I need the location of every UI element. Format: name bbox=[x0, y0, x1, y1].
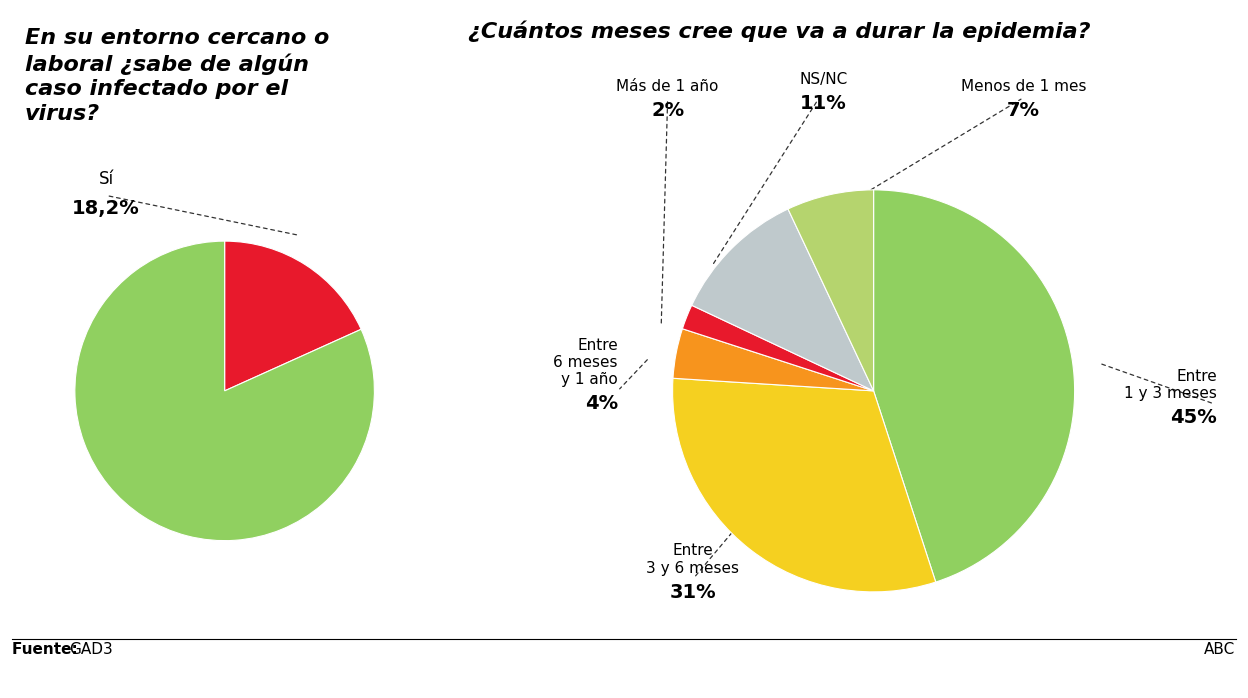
Text: ¿Cuántos meses cree que va a durar la epidemia?: ¿Cuántos meses cree que va a durar la ep… bbox=[468, 21, 1091, 43]
Wedge shape bbox=[225, 241, 361, 391]
Text: Fuente:: Fuente: bbox=[12, 642, 84, 657]
Text: 4%: 4% bbox=[584, 394, 618, 413]
Wedge shape bbox=[874, 190, 1075, 582]
Wedge shape bbox=[691, 209, 874, 391]
Text: 31%: 31% bbox=[669, 583, 716, 602]
Text: Entre
1 y 3 meses: Entre 1 y 3 meses bbox=[1124, 369, 1217, 401]
Text: Sí: Sí bbox=[99, 170, 114, 188]
Wedge shape bbox=[683, 305, 874, 391]
Text: En su entorno cercano o
laboral ¿sabe de algún
caso infectado por el
virus?: En su entorno cercano o laboral ¿sabe de… bbox=[25, 28, 329, 124]
Text: No: No bbox=[178, 429, 207, 448]
Text: 18,2%: 18,2% bbox=[72, 199, 140, 218]
Wedge shape bbox=[673, 378, 936, 592]
Text: GAD3: GAD3 bbox=[69, 642, 112, 657]
Text: Entre
6 meses
y 1 año: Entre 6 meses y 1 año bbox=[553, 338, 618, 387]
Text: 2%: 2% bbox=[651, 101, 684, 120]
Text: ABC: ABC bbox=[1204, 642, 1236, 657]
Wedge shape bbox=[75, 241, 374, 541]
Text: Entre
3 y 6 meses: Entre 3 y 6 meses bbox=[646, 544, 739, 576]
Wedge shape bbox=[673, 329, 874, 391]
Wedge shape bbox=[787, 190, 874, 391]
Text: 11%: 11% bbox=[800, 94, 847, 113]
Text: 81,5%: 81,5% bbox=[150, 462, 236, 487]
Text: Más de 1 año: Más de 1 año bbox=[617, 80, 719, 94]
Text: Menos de 1 mes: Menos de 1 mes bbox=[961, 80, 1086, 94]
Text: NS/NC: NS/NC bbox=[800, 73, 847, 87]
Text: 45%: 45% bbox=[1171, 408, 1217, 427]
Text: 7%: 7% bbox=[1007, 101, 1040, 120]
